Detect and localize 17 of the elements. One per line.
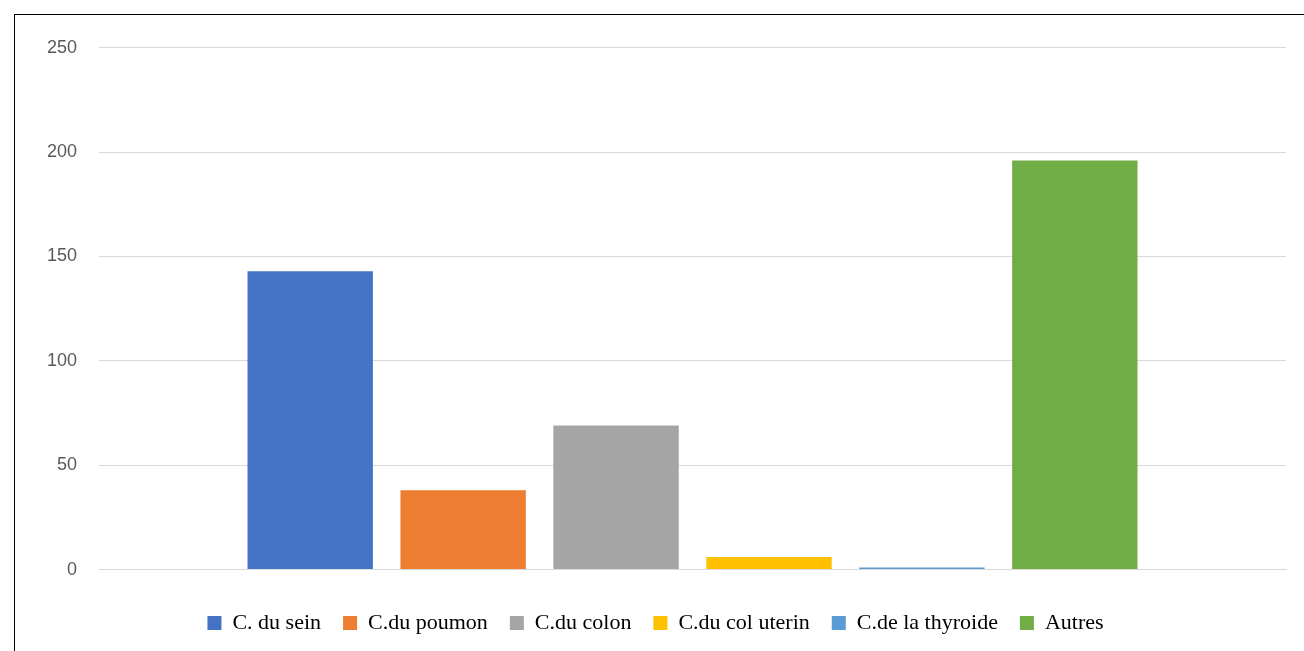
legend-label: C.de la thyroide — [856, 608, 998, 634]
legend-label: C.du poumon — [368, 608, 488, 634]
y-tick-label: 150 — [46, 245, 78, 266]
bar — [553, 425, 679, 570]
y-tick-label: 50 — [57, 454, 78, 475]
legend-label: Autres — [1044, 608, 1104, 634]
y-tick-label: 200 — [46, 141, 78, 162]
y-tick-label: 100 — [46, 349, 78, 370]
legend-label: C. du sein — [232, 608, 322, 634]
y-tick-label: 0 — [67, 558, 78, 579]
legend-label: C.du col uterin — [678, 608, 810, 634]
y-tick-label: 250 — [46, 36, 78, 57]
bar — [400, 490, 526, 570]
bar — [247, 271, 373, 570]
bar — [1012, 160, 1138, 570]
bar — [706, 557, 832, 570]
legend-label: C.du colon — [534, 608, 632, 634]
